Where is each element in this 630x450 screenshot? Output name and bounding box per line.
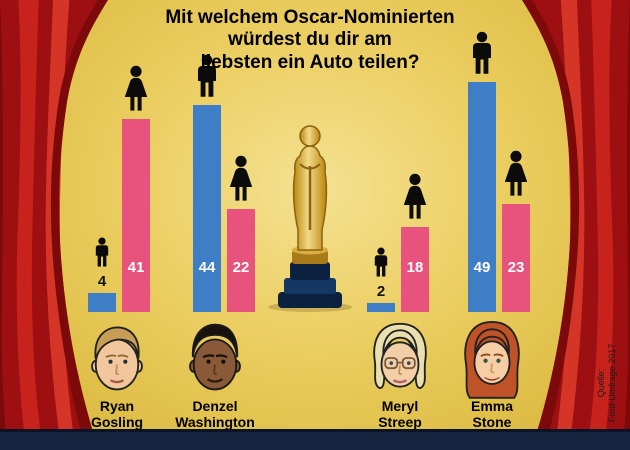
bar-value: 23: [507, 259, 525, 276]
denzel-washington-portrait: [189, 323, 241, 391]
ryan-gosling-portrait: [91, 326, 143, 391]
meryl-streep-portrait: [373, 322, 427, 389]
title-line-2: würdest du dir am: [228, 29, 392, 51]
bar-value: 2: [376, 283, 386, 300]
female-pictogram-icon: [225, 155, 257, 203]
female-pictogram-icon: [399, 173, 431, 221]
bar-value: 4: [97, 273, 107, 290]
bar-value: 49: [473, 259, 491, 276]
bar-fill: [122, 119, 150, 312]
oscar-statue: [268, 125, 352, 312]
source-label: Quelle:: [596, 368, 606, 398]
first-name: Ryan: [99, 398, 135, 414]
bar-fill: [227, 209, 255, 312]
person-name-ryan-gosling: Ryan Gosling: [57, 398, 177, 430]
bar-value: 41: [127, 259, 145, 276]
person-name-emma-stone: Emma Stone: [432, 398, 552, 430]
last-name: Washington: [175, 413, 255, 430]
chart-title: Mit welchem Oscar-Nominierten würdest du…: [140, 7, 480, 74]
source-value: Ford-Umfrage 2017: [607, 343, 618, 423]
bar-value: 44: [198, 259, 216, 276]
bar-value: 18: [406, 259, 424, 276]
bar-fill: [502, 204, 530, 312]
source-note: Quelle: Ford-Umfrage 2017: [596, 324, 618, 442]
bar-fill: [193, 105, 221, 312]
bar-fill: [88, 293, 116, 312]
title-line-3: liebsten ein Auto teilen?: [200, 51, 420, 73]
bar-fill: [468, 82, 496, 312]
last-name: Stone: [472, 413, 512, 430]
title-line-1: Mit welchem Oscar-Nominierten: [165, 7, 455, 28]
bar-fill: [401, 227, 429, 312]
first-name: Emma: [470, 398, 514, 414]
bar-value: 22: [232, 259, 250, 276]
bar-fill: [367, 303, 395, 312]
first-name: Denzel: [192, 398, 238, 414]
stage-band: [0, 429, 630, 450]
male-pictogram-icon: [371, 247, 392, 278]
person-name-meryl-streep: Meryl Streep: [340, 398, 460, 430]
person-name-denzel-washington: Denzel Washington: [155, 398, 275, 430]
last-name: Gosling: [90, 413, 144, 430]
emma-stone-portrait: [464, 320, 520, 399]
last-name: Streep: [378, 413, 422, 430]
first-name: Meryl: [381, 398, 419, 414]
